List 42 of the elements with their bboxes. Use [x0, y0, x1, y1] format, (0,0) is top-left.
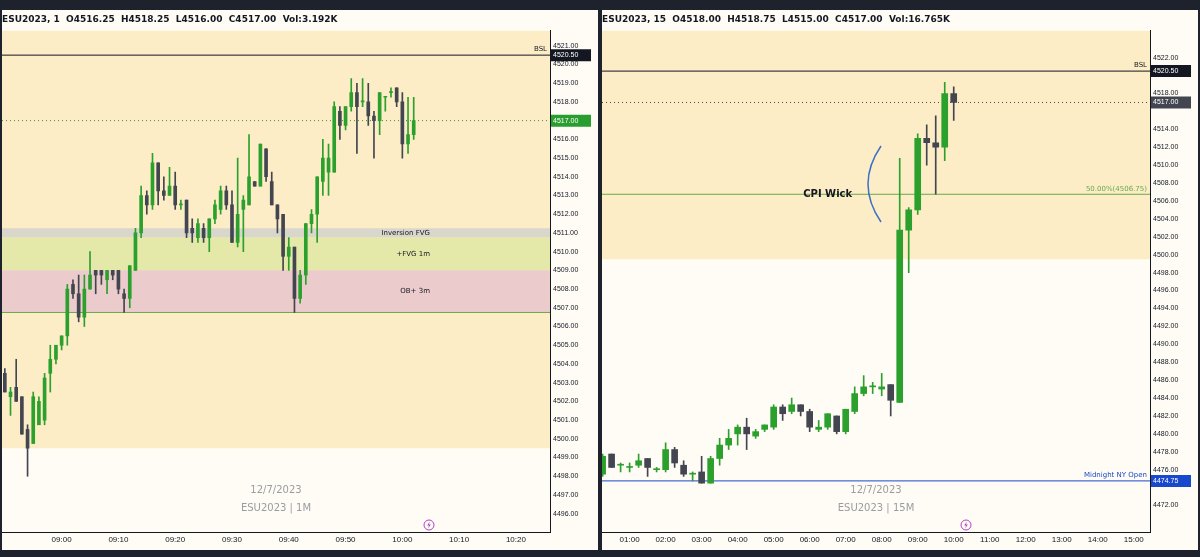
x-tick-label: 05:00: [763, 535, 785, 545]
x-tick-label: 04:00: [727, 535, 749, 545]
x-tick-label: 10:20: [505, 535, 527, 545]
chart-title: ESU2023, 1 O4516.25 H4518.25 L4516.00 C4517.00 Vol:3.192K: [2, 13, 339, 24]
annotation: ESU2023 | 1M: [240, 501, 312, 514]
x-tick-label: 09:10: [108, 535, 129, 545]
x-tick-label: 03:00: [691, 535, 713, 545]
annotation: ESU2023 | 15M: [837, 501, 915, 514]
annotation: 12/7/2023: [850, 483, 902, 495]
x-tick-label: 06:00: [799, 535, 821, 545]
annotation: 12/7/2023: [250, 483, 302, 495]
candlestick: [389, 87, 393, 98]
x-tick-label: 01:00: [619, 535, 641, 545]
candlestick: [355, 82, 359, 154]
x-tick-label: 09:00: [907, 535, 929, 545]
x-tick-label: 09:20: [165, 535, 186, 545]
x-tick-label: 11:00: [980, 535, 1000, 545]
x-tick-label: 09:00: [51, 535, 73, 545]
x-tick-label: 08:00: [871, 535, 893, 545]
annotation: CPI Wick: [803, 187, 853, 199]
candlestick: [932, 115, 940, 195]
x-tick-label: 13:00: [1051, 535, 1073, 545]
x-tick-label: 10:10: [449, 535, 470, 545]
candlestick: [122, 288, 126, 313]
chart-title: ESU2023, 15 O4518.00 H4518.75 L4515.00 C4517.00 Vol:16.765K: [602, 13, 951, 24]
x-tick-label: 09:50: [335, 535, 357, 545]
x-tick-label: 12:00: [1015, 535, 1037, 545]
candlestick: [815, 420, 823, 432]
candlestick: [162, 176, 166, 201]
x-tick-label: 10:00: [392, 535, 413, 545]
x-tick-label: 14:00: [1087, 535, 1109, 545]
candlestick: [383, 95, 388, 112]
x-tick-label: 09:40: [278, 535, 300, 545]
candlestick: [372, 110, 376, 159]
candlestick: [190, 218, 195, 243]
x-tick-label: 07:00: [835, 535, 857, 545]
x-tick-label: 02:00: [655, 535, 677, 545]
x-tick-label: 09:30: [221, 535, 243, 545]
x-tick-label: 15:00: [1123, 535, 1145, 545]
x-tick-label: 10:00: [943, 535, 965, 545]
candlestick: [923, 124, 931, 166]
candlestick: [93, 270, 98, 295]
